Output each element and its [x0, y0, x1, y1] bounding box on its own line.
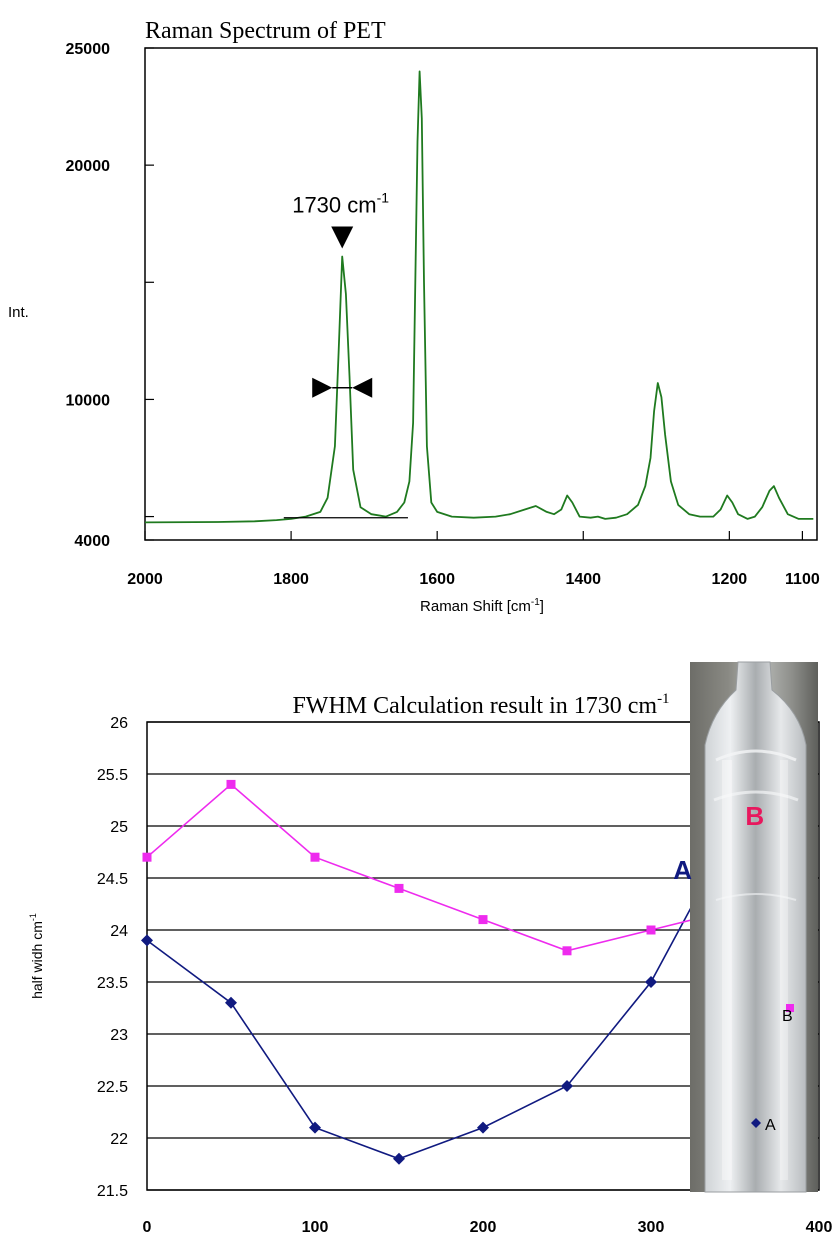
bottle-icon [704, 661, 807, 1193]
inset-marker-a [751, 1118, 761, 1128]
x-tick-label: 1800 [273, 571, 309, 588]
y-tick-label: 23.5 [97, 975, 128, 992]
series-labels: AB [673, 801, 764, 885]
x-axis-label: Raman Shift [cm-1] [420, 597, 544, 615]
x-tick-label: 1200 [712, 571, 748, 588]
chart-title: Raman Spectrum of PET [145, 18, 386, 44]
series-b-point [226, 779, 236, 789]
series-a-point [309, 1121, 321, 1134]
x-tick-label: 2000 [127, 571, 163, 588]
series-a-point [477, 1121, 489, 1134]
y-tick-label: 23 [110, 1027, 128, 1044]
series-b-label: B [745, 801, 764, 831]
series-a-line [146, 856, 719, 1160]
x-tick-label: 1400 [565, 571, 601, 588]
series-a-point [141, 934, 153, 947]
series-a-point [561, 1080, 573, 1092]
y-tick-label: 4000 [74, 533, 110, 550]
y-tick-label: 20000 [66, 158, 111, 175]
inset-label-a: A [765, 1117, 776, 1134]
fwhm-chart: FWHM Calculation result in 1730 cm-1 21.… [28, 661, 833, 1236]
fwhm-arrow-left [312, 377, 333, 398]
spectrum-series [144, 70, 814, 524]
plot-frame [146, 721, 820, 1191]
x-tick-label: 1100 [785, 571, 820, 588]
y-axis-label: Int. [8, 304, 29, 321]
series-a-point [225, 996, 237, 1009]
series-b-point [646, 925, 656, 935]
bottle-photo-inset: A B [690, 661, 818, 1193]
x-tick-label: 400 [806, 1219, 833, 1236]
y-tick-label: 22.5 [97, 1079, 128, 1096]
x-tick-label: 200 [470, 1219, 497, 1236]
spectrum-line [144, 70, 814, 524]
series-b-point [310, 852, 320, 862]
series-b-point [142, 852, 152, 862]
x-axis: 0 100 200 300 400 [143, 1219, 833, 1236]
y-tick-label: 25000 [66, 41, 111, 58]
y-tick-label: 21.5 [97, 1183, 128, 1200]
fwhm-arrow-right [352, 377, 373, 398]
y-tick-label: 10000 [66, 392, 111, 409]
series-b-point [394, 883, 404, 893]
plot-frame [144, 47, 818, 541]
plot-area [144, 47, 818, 541]
x-tick-label: 100 [302, 1219, 329, 1236]
y-tick-label: 24 [110, 923, 128, 940]
chart-title: FWHM Calculation result in 1730 cm-1 [292, 691, 669, 719]
series-b-point [562, 946, 572, 956]
x-tick-label: 300 [638, 1219, 665, 1236]
peak-marker-triangle [331, 226, 354, 249]
raman-spectrum-chart: Raman Spectrum of PET 4000 10000 20000 2500… [8, 18, 820, 615]
peak-annotation: 1730 cm-1 [283, 190, 408, 519]
y-tick-label: 25 [110, 819, 128, 836]
y-axis-label: half widh cm-1 [28, 913, 45, 999]
y-tick-label: 24.5 [97, 871, 128, 888]
x-tick-label: 1600 [419, 571, 455, 588]
y-tick-label: 25.5 [97, 767, 128, 784]
inset-label-b: B [782, 1008, 793, 1025]
y-axis: 21.5 22 22.5 23 23.5 24 24.5 25 25.5 26 [97, 715, 128, 1200]
series-a-point [393, 1152, 405, 1165]
y-axis: 4000 10000 20000 25000 [66, 41, 154, 550]
x-tick-label: 0 [143, 1219, 152, 1236]
series-a-point [645, 976, 657, 988]
y-tick-label: 22 [110, 1131, 128, 1148]
peak-label: 1730 cm-1 [292, 190, 389, 218]
series-b-point [478, 915, 488, 925]
series-a-label: A [673, 855, 692, 885]
y-tick-label: 26 [110, 715, 128, 732]
inset-marker-b [786, 1004, 794, 1012]
x-axis: 2000 1800 1600 1400 1200 1100 [127, 531, 820, 588]
